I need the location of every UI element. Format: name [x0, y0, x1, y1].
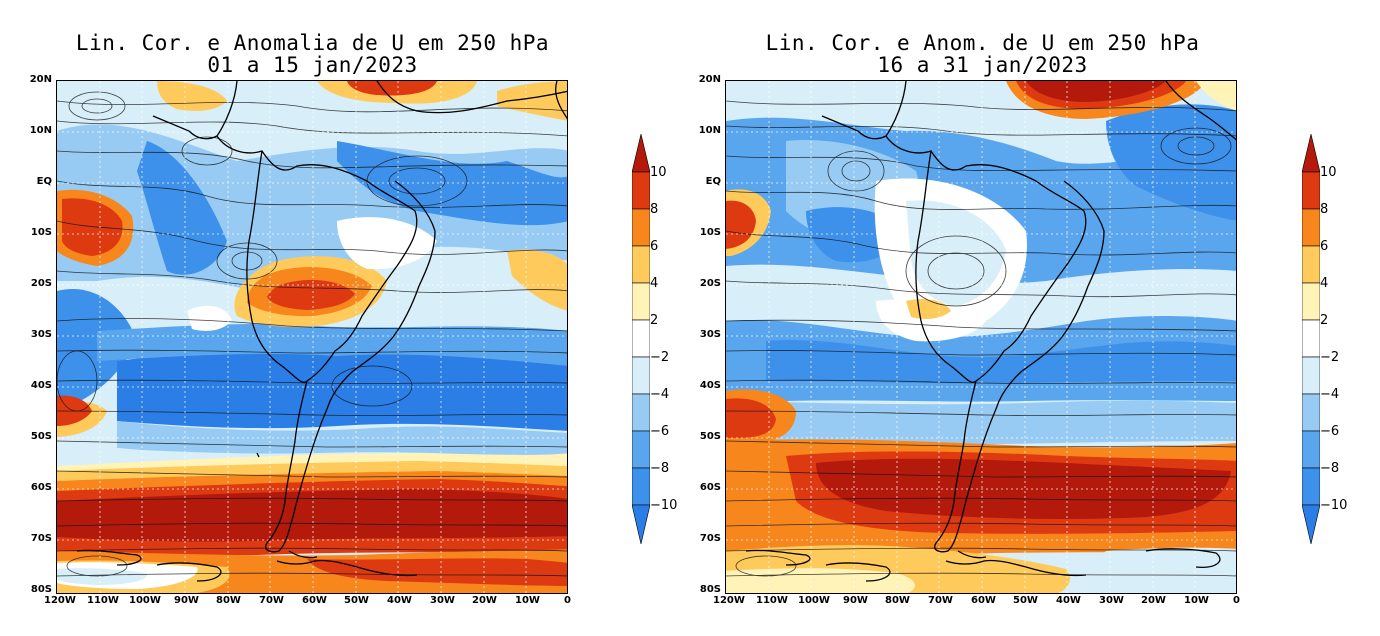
lat-label: 80S: [30, 584, 52, 595]
colorbar-label: −10: [1320, 498, 1348, 513]
colorbar-label: 6: [650, 239, 659, 254]
lon-label: 10W: [1184, 595, 1209, 606]
lat-label: EQ: [36, 176, 52, 187]
colorbar-label: 2: [650, 313, 659, 328]
map-area: [725, 80, 1237, 594]
lon-label: 10W: [515, 595, 540, 606]
map-svg: [726, 81, 1236, 593]
colorbar-label: 4: [1320, 276, 1329, 291]
lon-label: 120W: [713, 595, 745, 606]
colorbar-label: 2: [1320, 313, 1329, 328]
lat-label: 20S: [30, 278, 52, 289]
colorbar-label: −8: [1320, 461, 1340, 476]
lat-label: 20N: [29, 74, 52, 85]
map-svg: [57, 81, 567, 593]
colorbar-label: −6: [1320, 424, 1340, 439]
colorbar-scale: [1302, 134, 1320, 544]
colorbar-label: 6: [1320, 239, 1329, 254]
lat-label: 40S: [699, 380, 721, 391]
lat-label: 10N: [29, 125, 52, 136]
panel-right: Lin. Cor. e Anom. de U em 250 hPa 16 a 3…: [690, 0, 1380, 636]
lat-label: 40S: [30, 380, 52, 391]
lon-label: 110W: [87, 595, 119, 606]
lon-label: 100W: [129, 595, 161, 606]
coastline-south-america: [745, 81, 1236, 582]
lon-label: 60W: [302, 595, 327, 606]
map-area: [56, 80, 568, 594]
lon-label: 40W: [387, 595, 412, 606]
lon-label: 20W: [1141, 595, 1166, 606]
lon-label: 110W: [756, 595, 788, 606]
colorbar-scale: [632, 134, 650, 544]
colorbar-label: 4: [650, 276, 659, 291]
colorbar-label: 8: [1320, 202, 1329, 217]
colorbar-label: −6: [650, 424, 670, 439]
colorbar-label: 10: [1320, 165, 1337, 180]
lat-label: 70S: [699, 533, 721, 544]
panel-title: Lin. Cor. e Anomalia de U em 250 hPa 01 …: [60, 32, 565, 76]
lon-label: 40W: [1056, 595, 1081, 606]
lat-label: EQ: [705, 176, 721, 187]
lat-label: 20N: [698, 74, 721, 85]
lat-label: 20S: [699, 278, 721, 289]
colorbar-label: −2: [650, 350, 670, 365]
lat-label: 50S: [30, 431, 52, 442]
title-line1: Lin. Cor. e Anomalia de U em 250 hPa: [75, 31, 550, 55]
lat-label: 10S: [30, 227, 52, 238]
lon-label: 100W: [798, 595, 830, 606]
lat-label: 30S: [699, 329, 721, 340]
lon-label: 0: [564, 595, 571, 606]
lat-label: 50S: [699, 431, 721, 442]
colorbar: 10 8 6 4 2 −2 −4 −6 −8 −10: [632, 134, 677, 544]
colorbar-label: −2: [1320, 350, 1340, 365]
lon-label: 50W: [344, 595, 369, 606]
lon-label: 120W: [44, 595, 76, 606]
panel-title: Lin. Cor. e Anom. de U em 250 hPa 16 a 3…: [730, 32, 1235, 76]
lon-label: 50W: [1013, 595, 1038, 606]
lon-label: 90W: [843, 595, 868, 606]
lon-label: 80W: [216, 595, 241, 606]
lat-label: 10S: [699, 227, 721, 238]
lon-label: 30W: [430, 595, 455, 606]
colorbar-label: 8: [650, 202, 659, 217]
lon-label: 80W: [885, 595, 910, 606]
title-line2: 01 a 15 jan/2023: [207, 53, 418, 77]
lat-label: 80S: [699, 584, 721, 595]
colorbar-label: −4: [650, 387, 670, 402]
title-line1: Lin. Cor. e Anom. de U em 250 hPa: [765, 31, 1200, 55]
colorbar-label: −10: [650, 498, 678, 513]
colorbar-label: −4: [1320, 387, 1340, 402]
panel-left: Lin. Cor. e Anomalia de U em 250 hPa 01 …: [29, 32, 678, 606]
colorbar-label: 10: [650, 165, 667, 180]
lon-label: 30W: [1099, 595, 1124, 606]
lat-label: 60S: [30, 482, 52, 493]
title-line2: 16 a 31 jan/2023: [877, 53, 1088, 77]
lat-label: 60S: [699, 482, 721, 493]
coastline-south-america: [76, 81, 567, 582]
lat-label: 10N: [698, 125, 721, 136]
lat-label: 30S: [30, 329, 52, 340]
lon-label: 70W: [259, 595, 284, 606]
colorbar-label: −8: [650, 461, 670, 476]
colorbar: 10 8 6 4 2 −2 −4 −6 −8 −10: [1302, 134, 1347, 544]
lon-label: 20W: [472, 595, 497, 606]
lon-label: 60W: [971, 595, 996, 606]
lon-label: 0: [1233, 595, 1240, 606]
lon-label: 70W: [928, 595, 953, 606]
lon-label: 90W: [174, 595, 199, 606]
lat-label: 70S: [30, 533, 52, 544]
